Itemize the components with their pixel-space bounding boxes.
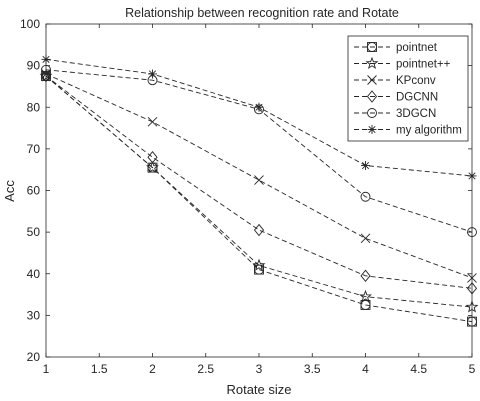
x-tick-label: 5	[469, 362, 476, 376]
y-tick-label: 20	[27, 350, 41, 364]
data-point	[254, 102, 264, 112]
data-point	[147, 150, 158, 164]
y-tick-label: 80	[27, 100, 41, 114]
x-axis-label: Rotate size	[226, 382, 291, 397]
x-tick-label: 3	[256, 362, 263, 376]
series-pointnet-	[39, 69, 479, 313]
y-tick-label: 60	[27, 184, 41, 198]
chart-title: Relationship between recognition rate an…	[125, 6, 399, 20]
series-kpconv	[41, 69, 477, 283]
data-point	[465, 300, 479, 313]
x-tick-label: 2.5	[197, 362, 214, 376]
legend-entry: 3DGCN	[354, 108, 436, 120]
legend-entry: DGCNN	[354, 90, 438, 104]
legend-box	[347, 35, 469, 142]
legend: pointnet pointnet++ KPconv DGCNN 3DGCN my alg…	[347, 35, 469, 142]
data-point	[41, 64, 51, 75]
series-line	[45, 75, 473, 289]
legend-label: KPconv	[396, 75, 436, 87]
y-tick-label: 90	[27, 59, 41, 73]
data-point	[360, 191, 371, 202]
data-point	[467, 273, 477, 283]
legend-entry: my algorithm	[354, 125, 462, 137]
data-point	[467, 171, 477, 181]
legend-label: DGCNN	[396, 92, 438, 104]
x-tick-label: 4.5	[410, 362, 427, 376]
legend-entry: pointnet	[354, 42, 438, 54]
y-tick-label: 30	[27, 308, 41, 322]
legend-entry: KPconv	[354, 75, 436, 87]
data-point	[39, 69, 53, 82]
series-dgcnn	[40, 69, 478, 295]
data-point	[467, 227, 477, 238]
y-axis-label: Acc	[2, 180, 17, 202]
data-point	[146, 160, 159, 174]
legend-entry: pointnet++	[354, 56, 451, 71]
series-my-algorithm	[41, 54, 477, 181]
data-point	[147, 117, 158, 127]
x-tick-label: 2	[149, 362, 156, 376]
data-point	[360, 269, 371, 283]
series-line	[45, 75, 473, 323]
legend-label: 3DGCN	[396, 108, 436, 120]
legend-label: my algorithm	[396, 125, 462, 137]
data-point	[40, 69, 52, 83]
data-point	[359, 289, 372, 303]
plot-area: 1 1.5 2 2.5 3 3.5 4 4.5 5 20 30 40 50 60 70 80 90 100	[20, 17, 479, 376]
data-point	[466, 282, 478, 295]
y-tick-label: 40	[27, 267, 41, 281]
legend-label: pointnet	[396, 42, 438, 54]
data-point	[148, 69, 157, 79]
data-point	[254, 175, 264, 185]
data-point	[361, 161, 370, 171]
y-tick-label: 70	[27, 142, 41, 156]
data-point	[252, 258, 266, 271]
legend-label: pointnet++	[396, 59, 451, 71]
x-tick-label: 3.5	[304, 362, 321, 376]
data-point	[360, 233, 371, 244]
x-tick-label: 1	[43, 362, 50, 376]
data-point	[467, 316, 477, 327]
data-point	[360, 300, 371, 310]
x-tick-label: 4	[362, 362, 369, 376]
data-point	[41, 54, 51, 64]
y-tick-label: 100	[20, 17, 40, 31]
y-tick-label: 50	[27, 225, 41, 239]
data-point	[253, 223, 265, 237]
x-tick-label: 1.5	[91, 362, 108, 376]
